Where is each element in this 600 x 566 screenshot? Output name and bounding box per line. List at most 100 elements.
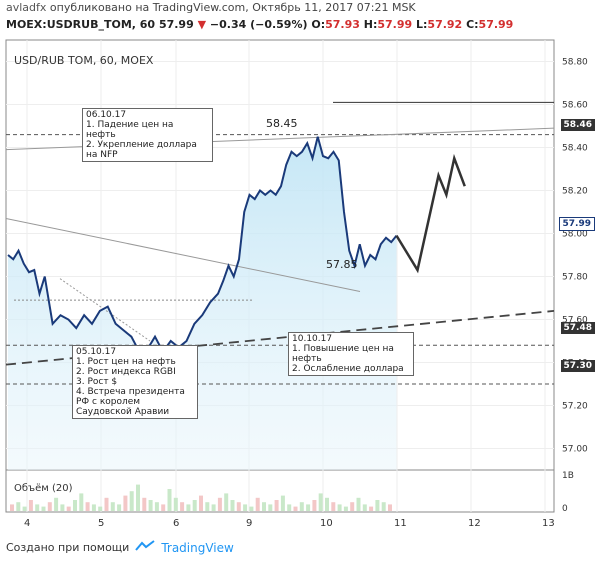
volume-bar xyxy=(47,502,52,511)
chart-title: USD/RUB TOM, 60, MOEX xyxy=(14,54,154,67)
volume-bar xyxy=(230,500,235,511)
author-link[interactable]: avladfx xyxy=(6,1,47,14)
volume-bar xyxy=(337,504,342,511)
low-callout: 57.85 xyxy=(326,258,358,271)
published-text: опубликовано на TradingView.com, Октябрь… xyxy=(49,1,416,14)
price-tag-5846: 58.46 xyxy=(560,119,595,131)
x-tick-label: 11 xyxy=(394,518,407,529)
trendline-support xyxy=(5,310,555,366)
y-tick-label: 57.20 xyxy=(562,402,588,412)
volume-bar xyxy=(104,497,109,511)
volume-bar xyxy=(180,502,185,511)
annotation-oct5[interactable]: 05.10.17 1. Рост цен на нефть 2. Рост ин… xyxy=(72,345,198,419)
volume-bar xyxy=(331,502,336,511)
volume-bar xyxy=(35,504,40,511)
x-tick-label: 13 xyxy=(542,518,555,529)
volume-bar xyxy=(388,504,392,511)
volume-bar xyxy=(91,504,96,511)
forecast-line xyxy=(395,153,466,274)
y-tick-label: 58.60 xyxy=(562,101,588,111)
high-label: H: xyxy=(363,18,378,31)
annotation-oct10[interactable]: 10.10.17 1. Повышение цен на нефть 2. Ос… xyxy=(288,332,414,376)
y-tick-label: 58.40 xyxy=(562,144,588,154)
volume-bar xyxy=(312,500,317,511)
tradingview-brand-link[interactable]: TradingView xyxy=(161,540,234,555)
annotation-oct6[interactable]: 06.10.17 1. Падение цен на нефть 2. Укре… xyxy=(82,108,213,162)
x-tick-label: 9 xyxy=(246,518,252,529)
volume-bar xyxy=(54,497,59,511)
down-arrow-icon: ▼ xyxy=(197,18,207,31)
volume-bar xyxy=(85,502,90,511)
price-line xyxy=(7,136,398,354)
volume-bar xyxy=(192,500,197,511)
volume-bar xyxy=(211,504,216,511)
price-tag-current: 57.99 xyxy=(558,217,595,231)
volume-bar xyxy=(28,500,33,511)
volume-bar xyxy=(129,491,134,511)
open-value: 57.93 xyxy=(325,18,360,31)
volume-bar xyxy=(98,506,103,511)
volume-bar xyxy=(293,506,298,511)
close-label: C: xyxy=(466,18,479,31)
volume-bar xyxy=(41,506,46,511)
volume-bar xyxy=(306,504,311,511)
tradingview-logo-icon xyxy=(135,540,155,555)
ohlc-bar: MOEX:USDRUB_TOM, 60 57.99 ▼ −0.34 (−0.59… xyxy=(6,18,513,31)
volume-bar xyxy=(236,502,241,511)
volume-tick-label: 1B xyxy=(562,471,574,481)
volume-bar xyxy=(148,500,153,511)
volume-bar xyxy=(161,504,166,511)
volume-bar xyxy=(73,500,77,511)
open-label: O: xyxy=(311,18,326,31)
volume-bar xyxy=(362,504,367,511)
high-value: 57.99 xyxy=(377,18,413,31)
volume-bar xyxy=(16,502,21,511)
symbol-label: MOEX:USDRUB_TOM, 60 xyxy=(6,18,156,31)
volume-bars xyxy=(10,484,392,511)
volume-bar xyxy=(249,506,254,511)
volume-bar xyxy=(280,495,285,511)
volume-bar xyxy=(287,504,292,511)
volume-bar xyxy=(167,489,172,511)
volume-bar xyxy=(199,495,203,511)
x-tick-label: 10 xyxy=(320,518,333,529)
x-axis: 4 5 6 9 10 11 12 13 xyxy=(24,518,555,529)
price-tag-5748: 57.48 xyxy=(560,322,595,334)
volume-bar xyxy=(217,497,222,511)
y-tick-label: 57.60 xyxy=(562,316,588,326)
volume-bar xyxy=(375,500,380,511)
y-tick-label: 57.00 xyxy=(562,445,588,455)
volume-bar xyxy=(255,497,260,511)
volume-bar xyxy=(299,502,304,511)
forecast-path xyxy=(395,153,466,274)
created-with-text: Создано при помощи xyxy=(6,541,130,554)
y-tick-label: 57.80 xyxy=(562,273,588,283)
volume-bar xyxy=(356,497,361,511)
x-tick-label: 6 xyxy=(173,518,179,529)
volume-bar xyxy=(154,502,159,511)
volume-bar xyxy=(10,504,14,511)
chart[interactable]: 58.8058.6058.4058.2058.0057.8057.6057.40… xyxy=(0,0,600,540)
volume-bar xyxy=(66,506,71,511)
volume-bar xyxy=(350,502,355,511)
volume-bar xyxy=(381,502,386,511)
trendline-down xyxy=(5,217,361,293)
volume-bar xyxy=(79,493,84,511)
price-tag-5730: 57.30 xyxy=(560,360,595,372)
volume-bar xyxy=(110,502,115,511)
volume-bar xyxy=(117,504,122,511)
close-value: 57.99 xyxy=(478,18,514,31)
volume-bar xyxy=(274,500,279,511)
price-series xyxy=(7,136,398,354)
volume-bar xyxy=(224,493,229,511)
volume-bar xyxy=(343,506,348,511)
volume-bar xyxy=(22,506,27,511)
volume-bar xyxy=(369,506,374,511)
volume-bar xyxy=(136,484,140,511)
volume-label: Объём (20) xyxy=(14,483,73,494)
volume-bar xyxy=(325,497,329,511)
volume-bar xyxy=(243,504,248,511)
y-tick-label: 58.20 xyxy=(562,187,588,197)
y-tick-label: 58.00 xyxy=(562,230,588,240)
y-tick-label: 58.80 xyxy=(562,58,588,68)
